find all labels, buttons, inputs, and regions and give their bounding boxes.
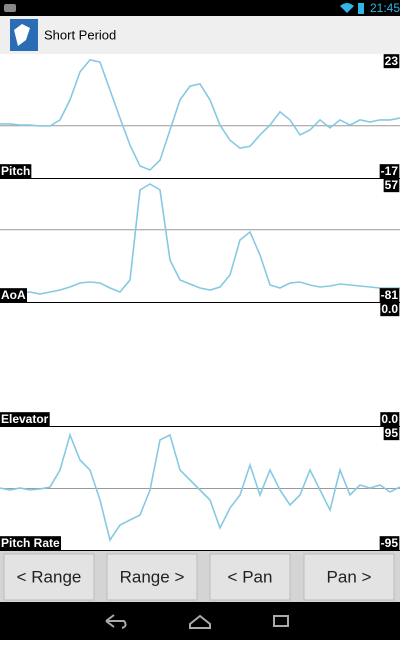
label: -17 [381,164,399,178]
label-bg [379,288,400,303]
label-bg [0,536,62,551]
battery-icon [358,3,364,14]
label-bg [380,302,400,317]
data-line [0,59,400,171]
status-bar [0,0,400,16]
button[interactable] [3,553,95,601]
wifi-icon [340,3,354,13]
home-button[interactable] [189,614,211,629]
label-bg [380,412,400,427]
label: 0.0 [381,412,398,426]
data-line [0,183,400,295]
back-button[interactable] [105,614,127,629]
label-bg [383,178,400,193]
data-line [0,432,400,542]
label: -95 [381,536,399,550]
label: 0.0 [381,302,398,316]
button[interactable] [209,553,291,601]
chart-panel [0,55,400,178]
nav-bar [0,602,400,640]
label-bg [0,288,27,303]
clock: 21:45 [370,1,400,15]
label-bg [383,54,400,69]
button[interactable] [303,553,395,601]
app-title: Short Period [44,27,116,42]
button-label[interactable]: < Pan [228,567,273,586]
recents-button[interactable] [273,615,289,627]
label: Elevator [1,412,49,426]
action-bar [0,16,400,54]
label: -81 [381,288,399,302]
button-label[interactable]: < Range [17,567,82,586]
label: 57 [385,178,399,192]
label-bg [383,426,400,441]
label-bg [0,164,32,179]
label: 23 [385,54,399,68]
button-label[interactable]: Range > [120,567,185,586]
label: Pitch Rate [1,536,60,550]
label: 95 [385,426,399,440]
label: AoA [1,288,26,302]
notification-icon [4,4,16,12]
label: Pitch [1,164,30,178]
label-bg [379,536,400,551]
button[interactable] [106,553,198,601]
chart-panel [0,179,400,302]
label-bg [379,164,400,179]
label-bg [0,412,50,427]
button-label[interactable]: Pan > [327,567,372,586]
app-icon-glyph [14,24,30,46]
chart-panel [0,303,400,426]
